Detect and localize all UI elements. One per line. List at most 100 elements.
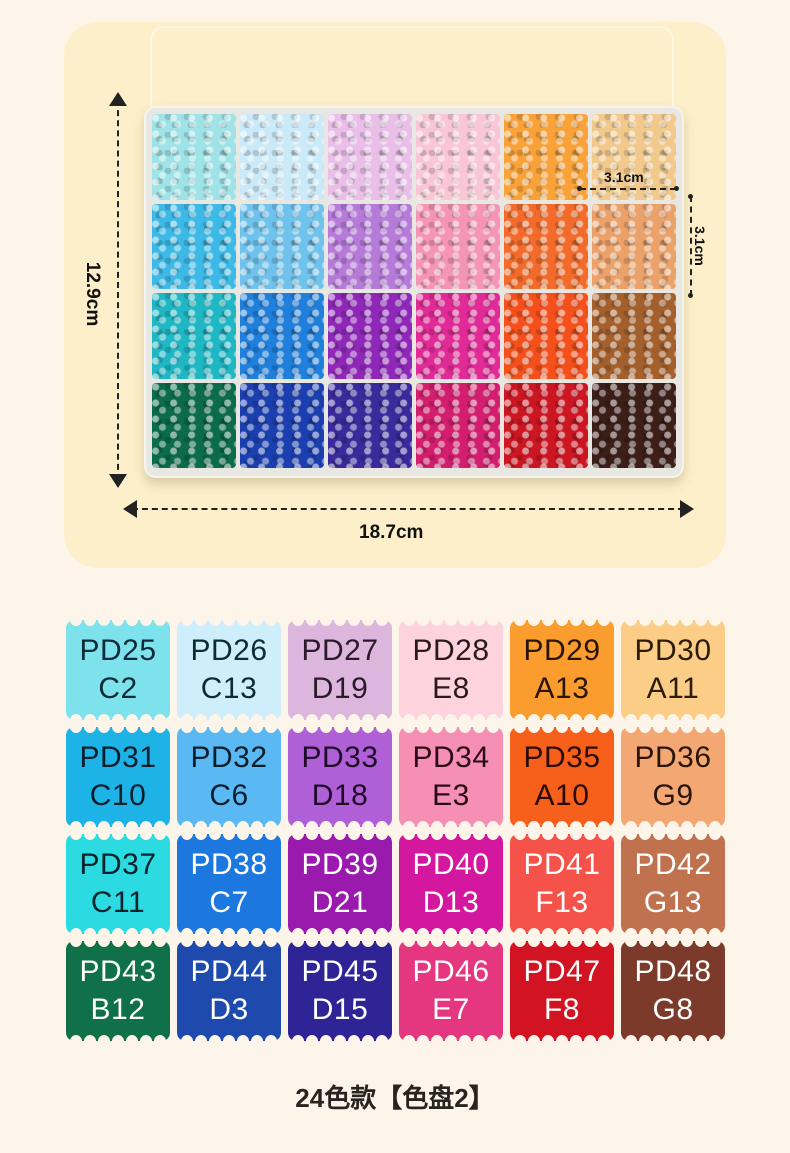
swatch-code: PD40 — [412, 848, 490, 881]
color-swatch: PD46 E7 — [399, 941, 503, 1041]
swatch-code: PD32 — [190, 741, 268, 774]
color-swatch: PD43 B12 — [66, 941, 170, 1041]
swatch-subcode: D18 — [311, 779, 369, 812]
swatch-code: PD28 — [412, 634, 490, 667]
arrow-left-icon — [123, 500, 137, 518]
swatch-subcode: D3 — [209, 993, 249, 1026]
tray-compartment — [328, 293, 412, 379]
cell-width-dot-right — [674, 186, 679, 191]
color-swatch: PD38 C7 — [177, 834, 281, 934]
color-swatch: PD48 G8 — [621, 941, 725, 1041]
cell-height-line — [690, 196, 692, 296]
color-swatch: PD42 G13 — [621, 834, 725, 934]
tray-compartment — [152, 382, 236, 468]
swatch-code: PD34 — [412, 741, 490, 774]
tray-compartment — [152, 203, 236, 289]
tray-compartments — [152, 114, 676, 468]
swatch-code: PD44 — [190, 955, 268, 988]
tray-compartment — [240, 293, 324, 379]
bead-tray — [144, 106, 684, 478]
swatch-subcode: F8 — [543, 993, 580, 1026]
swatch-subcode: C2 — [98, 672, 138, 705]
swatch-code: PD47 — [523, 955, 601, 988]
color-swatch: PD45 D15 — [288, 941, 392, 1041]
tray-compartment — [328, 382, 412, 468]
swatch-code: PD31 — [79, 741, 157, 774]
tray-compartment — [416, 203, 500, 289]
arrow-up-icon — [109, 92, 127, 106]
swatch-subcode: G8 — [652, 993, 694, 1026]
swatch-code: PD35 — [523, 741, 601, 774]
color-swatch: PD28 E8 — [399, 620, 503, 720]
swatch-subcode: C10 — [89, 779, 147, 812]
swatch-code: PD41 — [523, 848, 601, 881]
cell-height-dot-bottom — [688, 293, 693, 298]
tray-compartment — [152, 293, 236, 379]
swatch-subcode: F13 — [535, 886, 589, 919]
swatch-subcode: C13 — [200, 672, 258, 705]
swatch-subcode: D19 — [311, 672, 369, 705]
swatch-code: PD37 — [79, 848, 157, 881]
swatch-subcode: A10 — [534, 779, 590, 812]
swatch-code: PD27 — [301, 634, 379, 667]
color-swatch: PD33 D18 — [288, 727, 392, 827]
swatch-subcode: C6 — [209, 779, 249, 812]
cell-width-label: 3.1cm — [604, 169, 644, 185]
swatch-code: PD25 — [79, 634, 157, 667]
color-swatch: PD39 D21 — [288, 834, 392, 934]
swatch-code: PD46 — [412, 955, 490, 988]
swatch-code: PD45 — [301, 955, 379, 988]
tray-compartment — [416, 114, 500, 200]
width-label: 18.7cm — [359, 522, 424, 543]
tray-compartment — [592, 203, 676, 289]
tray-compartment — [240, 114, 324, 200]
tray-compartment — [592, 293, 676, 379]
tray-compartment — [328, 203, 412, 289]
swatch-subcode: B12 — [90, 993, 146, 1026]
color-swatch: PD36 G9 — [621, 727, 725, 827]
swatch-subcode: G9 — [652, 779, 694, 812]
swatch-subcode: G13 — [643, 886, 703, 919]
width-dimension-line — [132, 508, 684, 510]
swatch-code: PD39 — [301, 848, 379, 881]
swatch-code: PD26 — [190, 634, 268, 667]
swatch-subcode: A13 — [534, 672, 590, 705]
swatch-code: PD36 — [634, 741, 712, 774]
arrow-right-icon — [680, 500, 694, 518]
swatch-subcode: A11 — [646, 672, 700, 705]
color-swatch: PD47 F8 — [510, 941, 614, 1041]
tray-compartment — [416, 382, 500, 468]
swatch-code: PD43 — [79, 955, 157, 988]
swatch-code: PD29 — [523, 634, 601, 667]
color-swatch: PD30 A11 — [621, 620, 725, 720]
tray-lid — [150, 26, 674, 108]
tray-compartment — [504, 293, 588, 379]
tray-compartment — [504, 382, 588, 468]
color-swatch: PD44 D3 — [177, 941, 281, 1041]
cell-width-dot-left — [577, 186, 582, 191]
tray-compartment — [504, 114, 588, 200]
tray-compartment — [240, 203, 324, 289]
cell-height-dot-top — [688, 194, 693, 199]
tray-compartment — [592, 114, 676, 200]
swatch-subcode: E3 — [432, 779, 470, 812]
color-swatch: PD34 E3 — [399, 727, 503, 827]
swatch-code: PD42 — [634, 848, 712, 881]
tray-compartment — [152, 114, 236, 200]
color-swatch-grid: PD25 C2 PD26 C13 PD27 D19 PD28 E8 PD29 A13 PD30 A11… — [66, 620, 725, 1041]
swatch-subcode: C7 — [209, 886, 249, 919]
swatch-code: PD38 — [190, 848, 268, 881]
cell-height-label: 3.1cm — [691, 226, 708, 266]
height-dimension-line — [117, 100, 119, 480]
swatch-subcode: D13 — [422, 886, 480, 919]
swatch-subcode: E7 — [432, 993, 470, 1026]
tray-compartment — [504, 203, 588, 289]
color-swatch: PD26 C13 — [177, 620, 281, 720]
color-swatch: PD37 C11 — [66, 834, 170, 934]
tray-compartment — [592, 382, 676, 468]
color-swatch: PD31 C10 — [66, 727, 170, 827]
tray-compartment — [416, 293, 500, 379]
cell-width-line — [580, 188, 676, 190]
swatch-code: PD30 — [634, 634, 712, 667]
swatch-subcode: E8 — [432, 672, 470, 705]
